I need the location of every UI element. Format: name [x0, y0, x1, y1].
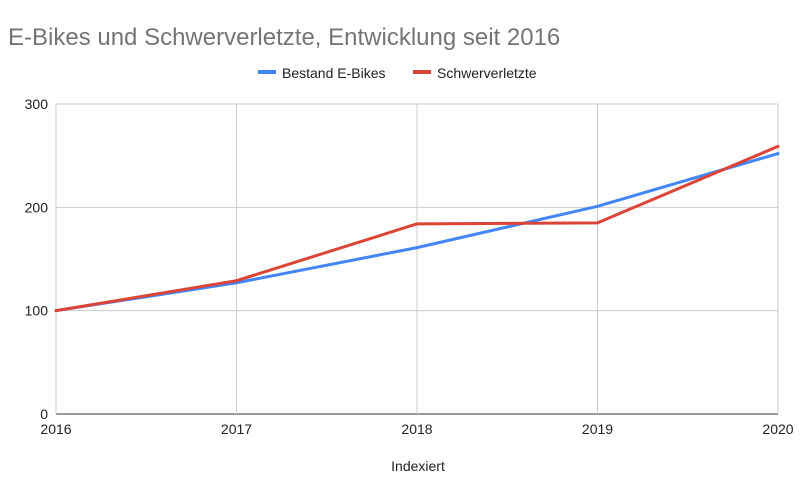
chart-legend: Bestand E-Bikes Schwerverletzte — [258, 65, 537, 81]
chart-title: E-Bikes und Schwerverletzte, Entwicklung… — [8, 24, 560, 51]
legend-label-bestand-e-bikes: Bestand E-Bikes — [282, 65, 386, 81]
chart-ticks: 0 100 200 300 2016 2017 2018 2019 2020 — [25, 96, 794, 437]
data-point-bestand-e-bikes-2020 — [776, 152, 780, 156]
x-tick-label: 2016 — [40, 421, 71, 437]
y-tick-label: 200 — [25, 199, 49, 215]
data-point-schwerverletzte-2018 — [415, 222, 419, 226]
y-tick-label: 300 — [25, 96, 49, 112]
y-tick-label: 100 — [25, 303, 49, 319]
legend-label-schwerverletzte: Schwerverletzte — [437, 65, 537, 81]
data-point-bestand-e-bikes-2018 — [415, 246, 419, 250]
x-tick-label: 2020 — [762, 421, 793, 437]
data-point-schwerverletzte-2017 — [235, 279, 238, 283]
x-tick-label: 2018 — [401, 421, 432, 437]
x-tick-label: 2019 — [582, 421, 613, 437]
data-point-schwerverletzte-2016 — [54, 309, 58, 313]
legend-swatch-bestand-e-bikes — [258, 70, 276, 74]
data-point-bestand-e-bikes-2019 — [596, 204, 599, 208]
x-axis-label: Indexiert — [391, 458, 445, 474]
data-point-schwerverletzte-2019 — [596, 221, 599, 225]
data-point-schwerverletzte-2020 — [776, 144, 780, 148]
chart-series — [54, 144, 780, 313]
legend-swatch-schwerverletzte — [413, 70, 431, 74]
y-tick-label: 0 — [40, 406, 48, 422]
chart-grid — [55, 103, 779, 415]
x-tick-label: 2017 — [221, 421, 252, 437]
